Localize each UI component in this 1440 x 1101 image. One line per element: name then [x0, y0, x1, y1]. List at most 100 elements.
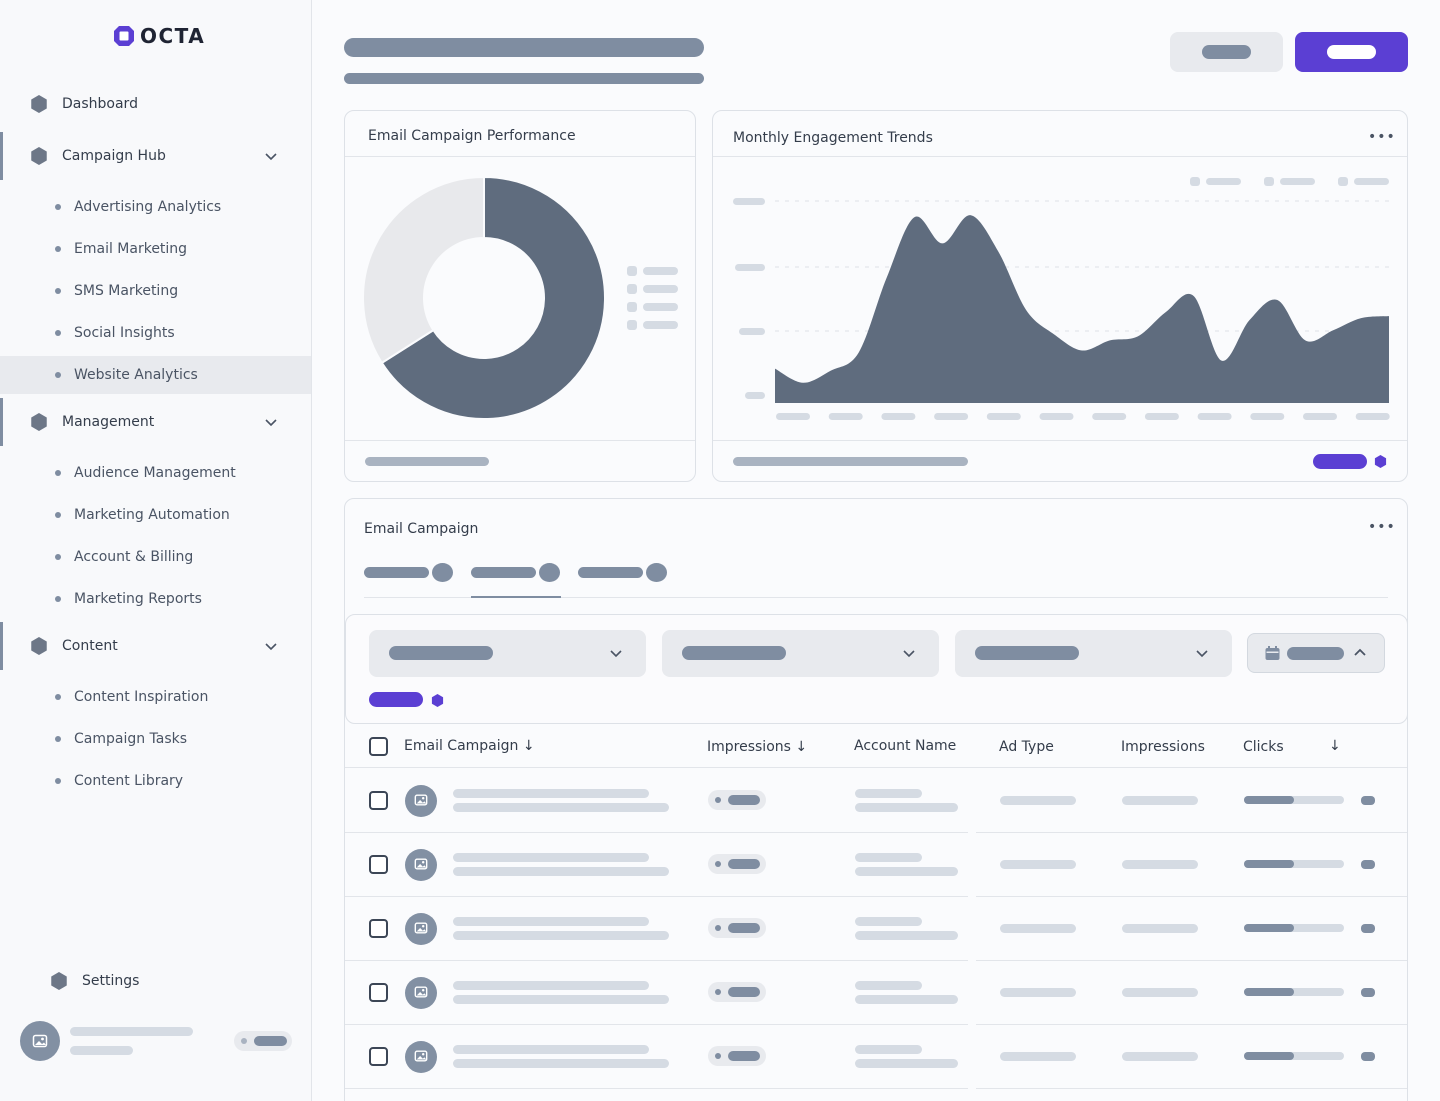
- sidebar-item-social-insights[interactable]: Social Insights: [0, 314, 311, 352]
- column-header-impressions[interactable]: Impressions ↓: [707, 739, 807, 755]
- user-avatar[interactable]: [20, 1021, 60, 1061]
- row-action-icon[interactable]: [1361, 988, 1375, 997]
- column-header-clicks[interactable]: Clicks: [1243, 739, 1284, 755]
- column-header-impressions-2[interactable]: Impressions: [1121, 739, 1205, 755]
- row-action-icon[interactable]: [1361, 1052, 1375, 1061]
- campaign-thumbnail: [405, 1041, 437, 1073]
- impressions-chip: [708, 790, 766, 810]
- sidebar-group-management[interactable]: Management: [0, 398, 311, 446]
- active-filter-chip[interactable]: [369, 692, 423, 707]
- sidebar-group-campaign-hub[interactable]: Campaign Hub: [0, 132, 311, 180]
- tab-1[interactable]: [364, 563, 454, 583]
- sidebar-group-content[interactable]: Content: [0, 622, 311, 670]
- bullet-icon: [55, 288, 61, 294]
- campaign-subtitle-placeholder: [453, 931, 669, 940]
- sidebar-item-content-inspiration[interactable]: Content Inspiration: [0, 678, 311, 716]
- table-row[interactable]: [345, 897, 1407, 961]
- table-row[interactable]: [345, 833, 1407, 897]
- campaign-thumbnail: [405, 977, 437, 1009]
- card-divider: [713, 156, 1407, 157]
- status-dot: [241, 1038, 247, 1044]
- secondary-action-button[interactable]: [1170, 32, 1283, 72]
- sidebar-item-account-billing[interactable]: Account & Billing: [0, 538, 311, 576]
- arrow-down-icon[interactable]: ↓: [1329, 738, 1341, 754]
- select-all-checkbox[interactable]: [369, 737, 388, 756]
- campaign-subtitle-placeholder: [453, 803, 669, 812]
- campaign-name-placeholder: [453, 917, 649, 926]
- sidebar-item-label: Marketing Automation: [74, 507, 230, 523]
- filter-select-1[interactable]: [369, 630, 646, 677]
- view-report-link[interactable]: [1313, 454, 1367, 469]
- campaign-thumbnail: [405, 785, 437, 817]
- column-header-label: Email Campaign: [404, 738, 519, 754]
- row-checkbox[interactable]: [369, 855, 388, 874]
- sidebar-item-dashboard[interactable]: Dashboard: [0, 80, 311, 128]
- tab-label: [364, 567, 429, 578]
- donut-chart: [362, 175, 606, 420]
- column-header-ad-type[interactable]: Ad Type: [999, 739, 1054, 755]
- more-horizontal-icon[interactable]: •••: [1368, 519, 1396, 535]
- active-tab-indicator: [471, 596, 561, 598]
- image-icon: [414, 984, 428, 1003]
- sidebar-item-advertising-analytics[interactable]: Advertising Analytics: [0, 188, 311, 226]
- chevron-down-icon[interactable]: [264, 639, 278, 653]
- sidebar-item-label: Website Analytics: [74, 367, 198, 383]
- header-divider: [345, 767, 1407, 768]
- brand-logo[interactable]: OCTA: [112, 22, 205, 50]
- column-header-email-campaign[interactable]: Email Campaign ↓: [404, 738, 535, 754]
- image-icon: [414, 1048, 428, 1067]
- row-checkbox[interactable]: [369, 919, 388, 938]
- sidebar-item-campaign-tasks[interactable]: Campaign Tasks: [0, 720, 311, 758]
- sidebar-item-email-marketing[interactable]: Email Marketing: [0, 230, 311, 268]
- sidebar-item-content-library[interactable]: Content Library: [0, 762, 311, 800]
- user-name-placeholder: [70, 1027, 193, 1036]
- y-tick-label: [745, 392, 765, 399]
- row-action-icon[interactable]: [1361, 924, 1375, 933]
- tab-2[interactable]: [471, 563, 561, 583]
- row-action-icon[interactable]: [1361, 860, 1375, 869]
- sidebar-item-marketing-reports[interactable]: Marketing Reports: [0, 580, 311, 618]
- more-horizontal-icon[interactable]: •••: [1368, 129, 1396, 145]
- campaign-name-placeholder: [453, 789, 649, 798]
- area-chart: [733, 198, 1390, 420]
- user-status-toggle[interactable]: [234, 1031, 292, 1051]
- x-tick-label: [934, 413, 969, 420]
- row-checkbox[interactable]: [369, 1047, 388, 1066]
- table-row[interactable]: [345, 961, 1407, 1025]
- ad-type-placeholder: [1000, 924, 1076, 933]
- x-tick-label: [776, 413, 810, 420]
- sidebar-item-audience-management[interactable]: Audience Management: [0, 454, 311, 492]
- row-checkbox[interactable]: [369, 983, 388, 1002]
- x-tick-label: [1197, 413, 1232, 420]
- image-icon: [414, 792, 428, 811]
- legend-swatch: [627, 320, 637, 330]
- sidebar-item-website-analytics[interactable]: Website Analytics: [0, 356, 311, 394]
- date-range-picker[interactable]: [1247, 633, 1385, 673]
- tab-3[interactable]: [578, 563, 668, 583]
- sidebar-item-settings[interactable]: Settings: [0, 957, 311, 1005]
- sidebar-item-label: Social Insights: [74, 325, 175, 341]
- table-row[interactable]: [345, 769, 1407, 833]
- filter-select-2[interactable]: [662, 630, 939, 677]
- hexagon-icon: [51, 972, 67, 990]
- clicks-progress-fill: [1244, 860, 1294, 868]
- button-label: [1327, 45, 1376, 59]
- filter-select-3[interactable]: [955, 630, 1232, 677]
- bullet-icon: [55, 596, 61, 602]
- sidebar-item-sms-marketing[interactable]: SMS Marketing: [0, 272, 311, 310]
- chevron-down-icon[interactable]: [264, 149, 278, 163]
- page-subtitle: [344, 73, 704, 84]
- legend-swatch: [1264, 177, 1274, 186]
- column-header-account-name[interactable]: Account Name: [854, 738, 957, 754]
- account-subtitle-placeholder: [855, 803, 958, 812]
- sidebar: OCTA Dashboard Campaign Hub Advertising …: [0, 0, 312, 1101]
- table-row[interactable]: [345, 1025, 1407, 1089]
- primary-action-button[interactable]: [1295, 32, 1408, 72]
- row-divider: [976, 1024, 1407, 1025]
- chevron-down-icon[interactable]: [264, 415, 278, 429]
- row-action-icon[interactable]: [1361, 796, 1375, 805]
- legend-label: [1206, 178, 1241, 185]
- row-checkbox[interactable]: [369, 791, 388, 810]
- tabs-divider: [364, 597, 1388, 598]
- sidebar-item-marketing-automation[interactable]: Marketing Automation: [0, 496, 311, 534]
